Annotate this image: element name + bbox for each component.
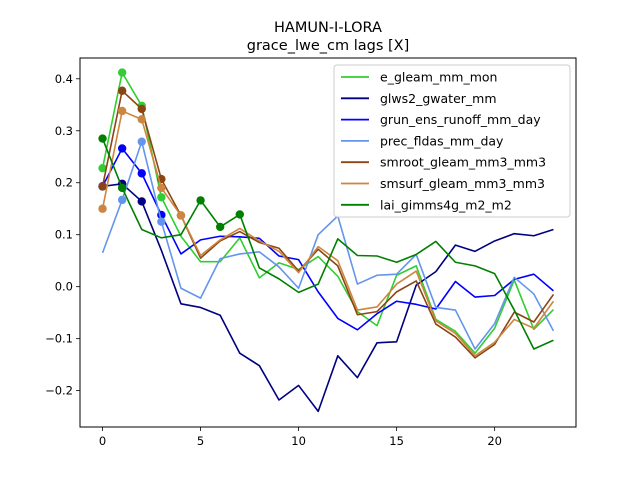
y-tick-label: −0.1 xyxy=(45,332,73,346)
y-tick-label: 0.4 xyxy=(55,72,73,86)
series-line xyxy=(101,110,555,357)
plot-frame xyxy=(79,57,577,428)
x-tick-label: 10 xyxy=(291,434,306,448)
y-tick-label: −0.2 xyxy=(45,384,73,398)
data-point xyxy=(157,193,166,202)
y-tick-label: 0.1 xyxy=(55,228,73,242)
data-point xyxy=(137,115,146,124)
data-point xyxy=(117,68,127,77)
legend-label: smroot_gleam_mm3_mm3 xyxy=(380,155,546,170)
legend-label: glws2_gwater_mm xyxy=(380,91,497,106)
data-point xyxy=(235,210,244,219)
legend-label: e_gleam_mm_mon xyxy=(380,70,497,85)
x-tick-label: 15 xyxy=(389,434,404,448)
y-tick-label: 0.2 xyxy=(55,176,73,190)
data-point xyxy=(176,211,186,220)
series-lai_gimms4g_m2_m2 xyxy=(98,134,554,350)
x-tick-label: 20 xyxy=(487,434,502,448)
series-prec_fldas_mm_day xyxy=(101,137,555,350)
series-line xyxy=(101,140,555,350)
chart-subtitle: grace_lwe_cm lags [X] xyxy=(247,38,410,54)
series-line xyxy=(101,147,554,331)
data-point xyxy=(117,86,127,95)
legend-box xyxy=(333,64,571,218)
data-point xyxy=(157,183,166,193)
data-point xyxy=(137,197,146,206)
data-point xyxy=(98,163,107,173)
series-line xyxy=(101,138,554,350)
legend-label: prec_fldas_mm_day xyxy=(380,133,504,148)
series-line xyxy=(101,71,555,355)
data-point xyxy=(137,137,146,146)
y-tick-label: 0.3 xyxy=(55,124,73,138)
series-line xyxy=(101,89,555,359)
legend: e_gleam_mm_mon glws2_gwater_mm grun_ens_ru… xyxy=(333,64,571,218)
data-point xyxy=(137,169,146,178)
data-point xyxy=(98,204,107,213)
data-point xyxy=(157,217,166,226)
legend-label: lai_gimms4g_m2_m2 xyxy=(380,197,512,212)
data-point xyxy=(137,104,146,114)
data-point xyxy=(117,144,127,153)
data-point xyxy=(215,222,225,232)
data-point xyxy=(117,183,127,193)
x-axis: 0 5 10 15 20 xyxy=(99,427,502,448)
legend-label: grun_ens_runoff_mm_day xyxy=(380,112,541,127)
chart-title: HAMUN-I-LORA xyxy=(274,20,382,36)
x-tick-label: 0 xyxy=(99,434,106,448)
y-axis: −0.2 −0.1 0.0 0.1 0.2 0.3 0.4 xyxy=(45,72,80,398)
data-point xyxy=(117,195,127,205)
data-point xyxy=(98,134,107,143)
series-line xyxy=(102,182,554,413)
x-tick-label: 5 xyxy=(197,434,204,448)
legend-label: smsurf_gleam_mm3_mm3 xyxy=(380,176,545,191)
y-tick-label: 0.0 xyxy=(55,280,73,294)
series-layer xyxy=(98,68,555,413)
data-point xyxy=(98,182,107,191)
series-smsurf_gleam_mm3_mm3 xyxy=(98,106,555,357)
data-point xyxy=(117,106,127,116)
data-point xyxy=(196,196,205,205)
